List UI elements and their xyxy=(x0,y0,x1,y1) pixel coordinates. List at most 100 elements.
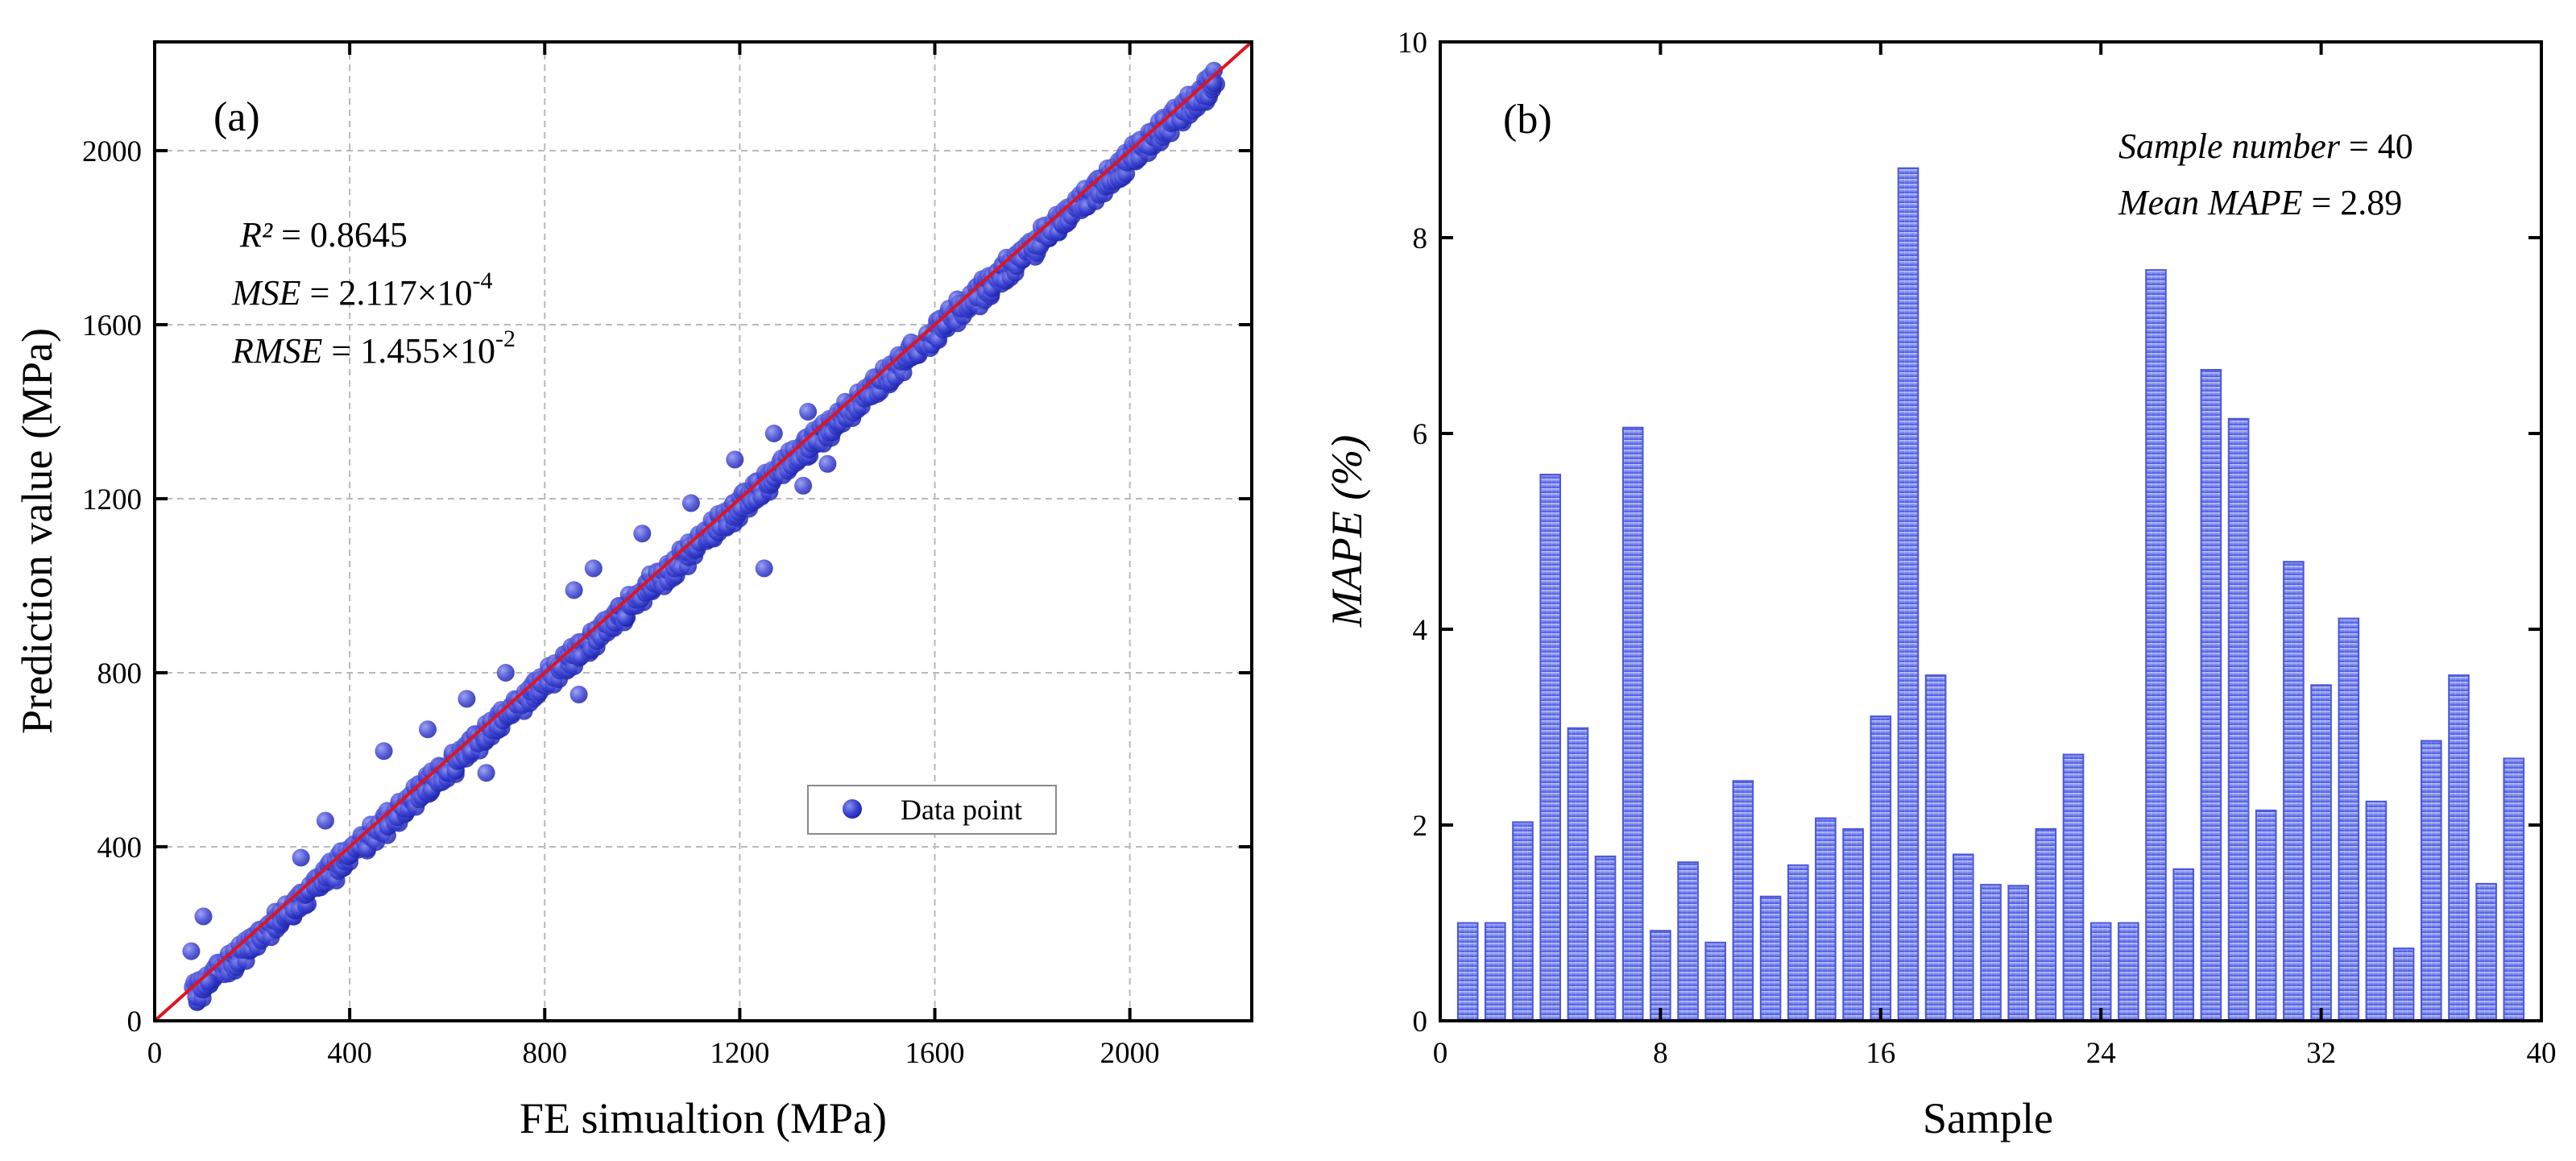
a-data-point xyxy=(565,581,583,599)
a-data-point xyxy=(419,720,437,739)
b-bar-33 xyxy=(2338,617,2360,1022)
b-xtick-label: 40 xyxy=(2527,1037,2557,1070)
b-y-axis-label: MAPE (%) xyxy=(1323,435,1371,628)
a-data-point xyxy=(799,403,818,421)
a-xtick-label: 800 xyxy=(523,1037,568,1070)
a-stat-rmse: RMSE = 1.455×10-2 xyxy=(231,325,516,371)
a-legend: Data point xyxy=(807,785,1057,835)
b-bar-34 xyxy=(2365,800,2388,1022)
a-data-point xyxy=(584,559,603,578)
a-legend-label: Data point xyxy=(901,794,1022,826)
b-bar-37 xyxy=(2448,674,2470,1022)
b-bar-22 xyxy=(2035,827,2057,1022)
panel-a-scatter: 0 400 800 1200 1600 2000 0 400 800 1200 1600 2000 (… xyxy=(13,40,1253,1142)
a-data-point xyxy=(794,476,813,495)
a-data-point xyxy=(681,494,700,512)
a-data-point xyxy=(569,686,588,703)
a-ytick-label: 0 xyxy=(127,1006,143,1039)
b-ytick-label: 4 xyxy=(1413,614,1428,647)
a-legend-marker xyxy=(843,799,862,819)
a-data-point xyxy=(199,972,217,991)
a-data-point xyxy=(194,907,213,926)
a-ytick-label: 1600 xyxy=(82,309,142,342)
b-bar-29 xyxy=(2227,417,2250,1022)
b-bar-10 xyxy=(1704,941,1726,1022)
a-xtick-label: 1600 xyxy=(905,1037,965,1070)
a-data-point xyxy=(316,811,334,830)
a-data-point xyxy=(818,454,837,473)
b-bar-35 xyxy=(2392,947,2415,1022)
b-bar-3 xyxy=(1512,821,1534,1022)
b-xtick-label: 24 xyxy=(2086,1037,2116,1070)
b-plot-frame xyxy=(1439,40,2543,1022)
a-ytick-label: 800 xyxy=(97,657,143,690)
b-ytick-label: 0 xyxy=(1413,1006,1428,1039)
a-data-point xyxy=(182,942,201,960)
b-bar-14 xyxy=(1815,817,1837,1022)
b-ytick-label: 6 xyxy=(1413,418,1428,451)
a-xtick-label: 2000 xyxy=(1100,1037,1160,1070)
b-annotation-mean-mape: Mean MAPE = 2.89 xyxy=(2118,183,2402,222)
b-bar-25 xyxy=(2118,922,2139,1022)
b-ytick-label: 2 xyxy=(1413,810,1428,843)
b-ytick-label: 10 xyxy=(1398,27,1427,60)
a-xtick-label: 1200 xyxy=(710,1037,769,1070)
b-bar-2 xyxy=(1485,922,1506,1022)
b-bar-31 xyxy=(2283,561,2305,1022)
a-xtick-label: 400 xyxy=(327,1037,372,1070)
a-data-point xyxy=(633,525,652,543)
b-bar-13 xyxy=(1787,864,1809,1022)
a-data-point xyxy=(726,450,744,469)
b-bar-36 xyxy=(2421,740,2442,1022)
b-x-axis-label: Sample xyxy=(1923,1094,2053,1142)
a-x-axis-label: FE simualtion (MPa) xyxy=(520,1094,887,1142)
a-ytick-label: 2000 xyxy=(82,135,142,168)
b-bars xyxy=(1456,167,2525,1022)
a-stat-mse: MSE = 2.117×10-4 xyxy=(231,267,493,313)
b-bar-24 xyxy=(2089,922,2112,1022)
b-bar-27 xyxy=(2172,868,2194,1022)
b-panel-label: (b) xyxy=(1503,97,1552,143)
b-bar-28 xyxy=(2200,369,2222,1022)
a-data-point xyxy=(1205,61,1223,80)
b-bar-32 xyxy=(2310,684,2332,1022)
a-data-point xyxy=(496,664,515,682)
b-bar-8 xyxy=(1650,930,1671,1022)
b-bar-23 xyxy=(2062,753,2085,1022)
b-bar-20 xyxy=(1980,884,2002,1022)
a-data-point xyxy=(764,425,783,442)
a-panel-label: (a) xyxy=(213,94,260,140)
b-bar-15 xyxy=(1842,827,1864,1022)
b-bar-6 xyxy=(1594,855,1617,1022)
b-bar-1 xyxy=(1456,922,1479,1022)
a-y-axis-label: Prediction value (MPa) xyxy=(13,328,61,734)
b-bar-9 xyxy=(1677,861,1699,1022)
b-xtick-label: 0 xyxy=(1433,1037,1448,1070)
b-bar-38 xyxy=(2475,882,2497,1022)
a-ytick-label: 1200 xyxy=(82,483,142,516)
b-bar-26 xyxy=(2145,269,2167,1022)
b-bar-21 xyxy=(2007,885,2029,1022)
a-data-point xyxy=(755,559,773,578)
b-bar-39 xyxy=(2503,757,2525,1022)
a-ytick-label: 400 xyxy=(97,831,143,865)
a-data-point xyxy=(458,690,476,708)
b-xtick-label: 8 xyxy=(1653,1037,1668,1070)
b-bar-16 xyxy=(1870,715,1892,1022)
b-bar-5 xyxy=(1567,727,1589,1022)
b-bar-12 xyxy=(1759,895,1782,1022)
a-data-point xyxy=(292,848,310,867)
a-stat-r2: R² = 0.8645 xyxy=(239,215,408,255)
a-plot-frame xyxy=(153,40,1253,1022)
b-bar-4 xyxy=(1539,474,1562,1022)
a-reference-line xyxy=(153,40,1253,1022)
a-data-point xyxy=(375,742,393,761)
b-annotation-sample-number: Sample number = 40 xyxy=(2118,126,2413,166)
b-bar-17 xyxy=(1897,167,1920,1022)
b-xtick-label: 16 xyxy=(1866,1037,1895,1070)
b-bar-11 xyxy=(1732,780,1754,1022)
a-data-point xyxy=(477,764,495,782)
